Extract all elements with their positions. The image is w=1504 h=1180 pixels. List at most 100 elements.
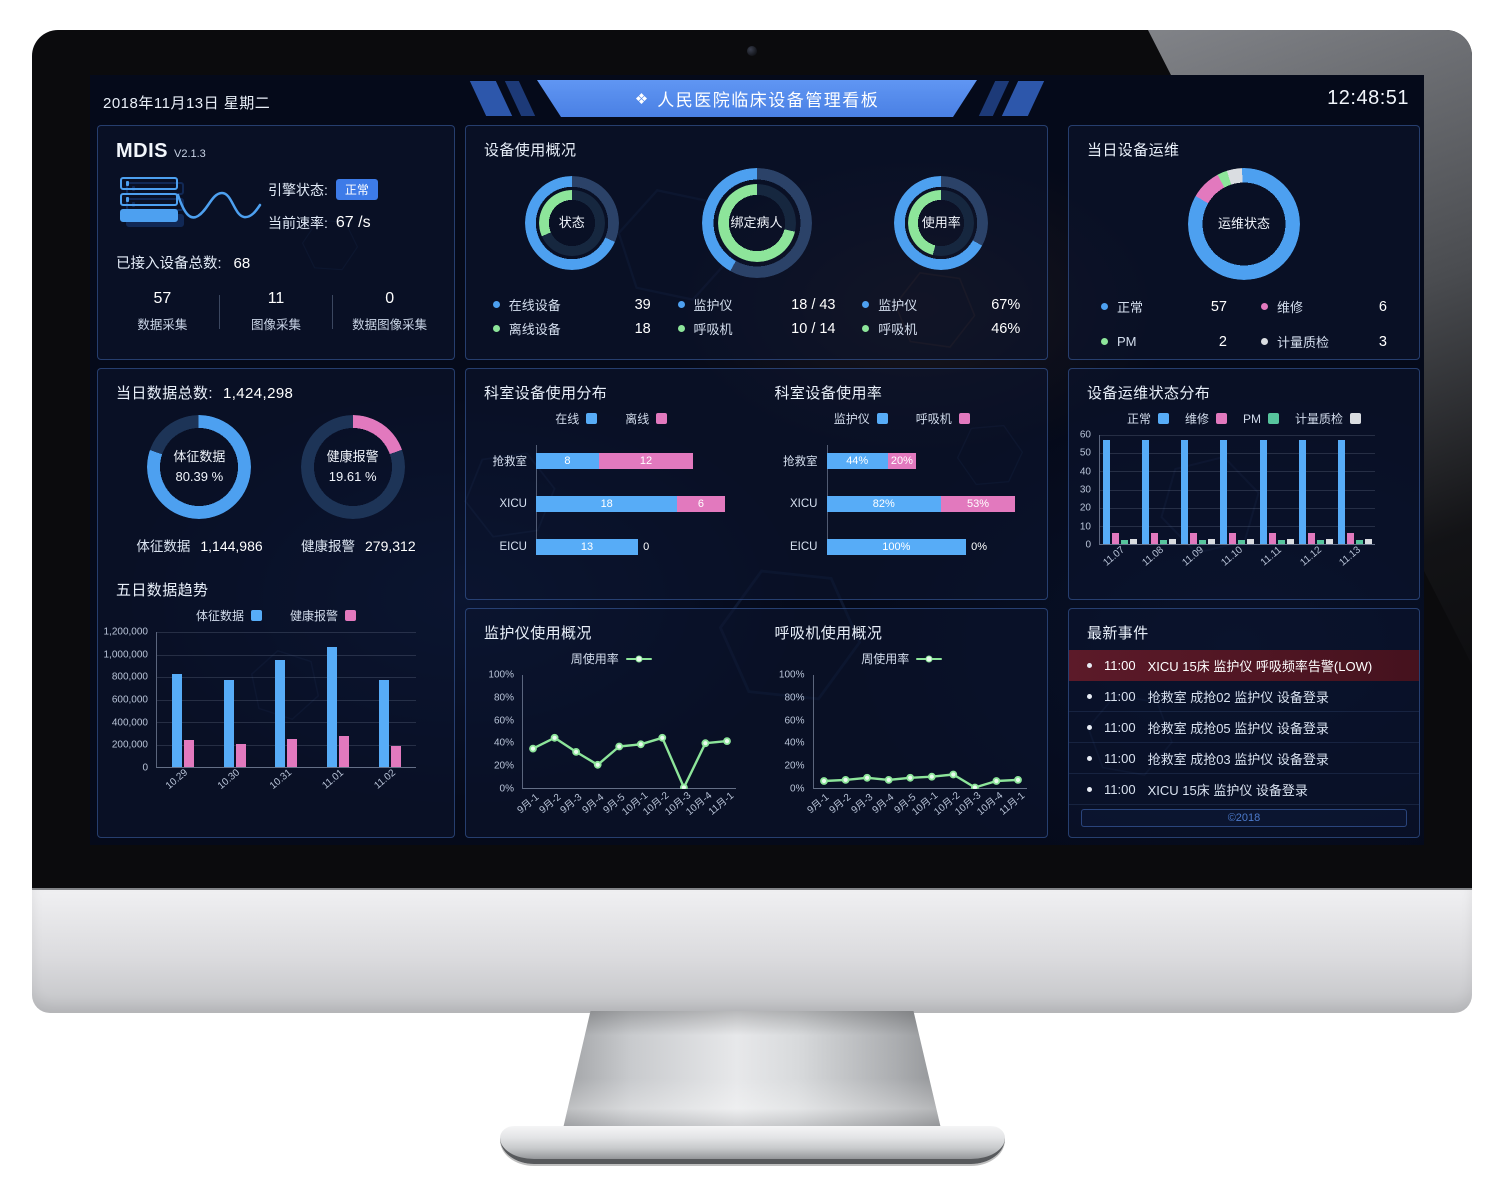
trend-legend: 体征数据 健康报警 [98,607,454,624]
legend-item[interactable]: 计量质检 3 [1261,332,1387,351]
y-tick-label: 80% [784,692,805,704]
y-tick-label: 10 [1079,521,1091,533]
title-banner: ❖ 人民医院临床设备管理看板 [469,80,1045,117]
legend-item[interactable]: 离线 [625,410,668,427]
legend-item[interactable]: 维修 6 [1261,297,1387,316]
bar-value: 6 [697,498,704,510]
y-tick-label: 800,000 [111,671,148,683]
bar-value: 82% [872,498,895,510]
banner-left-stripes [469,81,536,116]
legend-item[interactable]: 离线设备 18 [492,319,651,338]
event-row[interactable]: 11:00 XICU 15床 监护仪 呼吸频率告警(LOW) [1069,650,1419,681]
event-row[interactable]: 11:00 抢救室 成抢03 监护仪 设备登录 [1069,743,1419,774]
ventilator-usage-line-chart: 100% 80% 60% 40% 20% 0% 9月-1 9月-2 9月-3 9月-4 9月-5 10… [765,670,1048,827]
rate-row: 当前速率: 67 /s [268,214,371,231]
legend-item[interactable]: PM 2 [1101,332,1227,351]
legend-dot [862,325,870,332]
bar-value: 0% [971,541,988,553]
legend-item[interactable]: PM [1243,412,1279,426]
legend-item[interactable]: 周使用率 [861,650,943,667]
device-usage-donut: 绑定病人 监护仪 18 / 43 呼吸机 10 / 14 [677,164,836,343]
banner-core: ❖ 人民医院临床设备管理看板 [537,80,977,117]
divider [332,294,334,329]
usage-donuts: 状态 在线设备 39 离线设备 18 绑定病人 监护仪 18 / 43 呼吸机 10 / 14 使用… [466,164,1047,343]
panel-usage-lines: 监护仪使用概况 周使用率 100% 80% 60% 40% 20% 0% 9月-1 9月-2 9… [465,608,1048,838]
bullet-icon [1087,755,1092,761]
banner-stripe [469,81,513,116]
gridline [157,654,416,656]
category-label: 抢救室 [783,456,818,468]
legend-item[interactable]: 维修 [1185,410,1227,427]
legend-item[interactable]: 周使用率 [571,650,652,667]
bar-value: 20% [890,455,913,467]
legend-dot [492,301,500,308]
event-row[interactable]: 11:00 XICU 15床 监护仪 设备登录 [1069,774,1419,805]
bar [275,659,286,767]
bar-group [327,632,350,767]
bar-segment: 44% [826,453,888,469]
rate-bar-chart: 抢救室 44% 20% XICU 82% 53% EICU 100% 0% [765,445,1038,555]
bar-row: EICU 13 0 [474,539,747,555]
ventilator-usage: 呼吸机使用概况 周使用率 100% 80% 60% 40% 20% 0% 9月-1 9月-2 9… [757,609,1048,837]
banner-stripe [1001,81,1045,116]
y-tick-label: 60% [493,715,514,727]
x-tick-label: 11.10 [1219,544,1245,569]
event-text: XICU 15床 监护仪 设备登录 [1147,782,1308,798]
server-icon [114,175,264,237]
vitals-count: 体征数据 1,144,986 [136,538,263,554]
gridline [157,699,416,701]
bar-group [1102,435,1137,544]
camera-dot [747,46,757,56]
bar [1308,533,1316,544]
y-tick-label: 40% [493,737,514,749]
bar-group [1299,435,1334,544]
legend-item[interactable]: 监护仪 67% [862,295,1020,314]
legend-item[interactable]: 健康报警 [290,607,357,624]
bar [327,646,338,767]
ops-legend: 正常 57 维修 6 PM 2 计量质检 3 [1069,280,1419,356]
bar-segment: 18 [536,496,678,512]
bar [1277,540,1285,544]
cluster-icon: ❖ [634,90,649,108]
legend-item[interactable]: 计量质检 [1295,410,1362,427]
gridline [1100,435,1375,436]
legend-item[interactable]: 呼吸机 46% [862,319,1020,338]
x-tick-label: 11.08 [1140,544,1167,569]
event-list: 11:00 XICU 15床 监护仪 呼吸频率告警(LOW) 11:00 抢救室 成抢… [1069,650,1419,805]
bar [287,739,298,767]
legend-item[interactable]: 呼吸机 10 / 14 [677,319,836,338]
bar [1208,538,1216,544]
bar [1365,538,1373,544]
monitor-stand-base [500,1126,1005,1164]
bar [1120,540,1128,544]
legend-item[interactable]: 正常 [1127,410,1169,427]
status-badge: 正常 [335,179,378,200]
legend-item[interactable]: 呼吸机 [916,410,970,427]
bar-row: XICU 82% 53% [765,496,1038,512]
y-tick-label: 200,000 [111,739,148,751]
y-tick-label: 100% [778,669,805,681]
panel-events: 最新事件 11:00 XICU 15床 监护仪 呼吸频率告警(LOW) 11:00 抢… [1068,608,1420,838]
legend-item[interactable]: 体征数据 [196,607,262,624]
legend-item[interactable]: 在线设备 39 [492,295,651,314]
bar [183,740,194,767]
event-row[interactable]: 11:00 抢救室 成抢05 监护仪 设备登录 [1069,712,1419,743]
legend-item[interactable]: 正常 57 [1101,297,1227,316]
device-usage-donut: 状态 在线设备 39 离线设备 18 [492,164,651,343]
bar [1129,538,1137,544]
bar [1286,538,1294,544]
legend-dot [677,325,685,332]
bar [1181,440,1189,544]
legend-item[interactable]: 监护仪 [834,410,888,427]
bar-row: 抢救室 44% 20% [765,453,1038,469]
x-tick-label: 10.29 [163,767,191,792]
alerts-count: 健康报警 279,312 [301,538,416,554]
y-tick-label: 0 [142,762,148,774]
dept-rate: 科室设备使用率 监护仪 呼吸机 抢救室 44% 20% XICU 82% 53% EICU 10… [757,369,1048,599]
event-row[interactable]: 11:00 抢救室 成抢02 监护仪 设备登录 [1069,681,1419,712]
panel-mdis: MDIS V2.1.3 [97,125,455,360]
bar [1326,538,1334,544]
legend-item[interactable]: 在线 [555,410,598,427]
donut-ring [147,415,252,519]
legend-item[interactable]: 监护仪 18 / 43 [677,295,836,314]
